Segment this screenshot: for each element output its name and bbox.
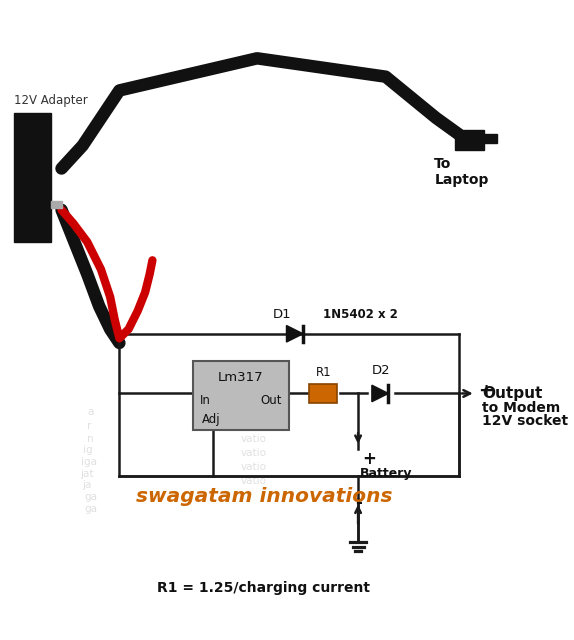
Text: -: -	[355, 495, 362, 513]
Bar	[455, 130, 484, 150]
Text: vatio: vatio	[241, 476, 266, 486]
Text: vatio: vatio	[241, 420, 266, 431]
Text: jat: jat	[80, 469, 94, 479]
Text: a: a	[87, 407, 94, 417]
Text: vatio: vatio	[241, 448, 266, 458]
Text: R1: R1	[315, 366, 331, 379]
Text: r: r	[87, 420, 92, 431]
Text: 1N5402 x 2: 1N5402 x 2	[323, 308, 398, 321]
Text: Adj: Adj	[202, 413, 220, 426]
Text: D2: D2	[372, 364, 390, 377]
Text: n: n	[87, 435, 94, 444]
Polygon shape	[286, 326, 303, 342]
Text: atio: atio	[241, 407, 261, 417]
Text: ja: ja	[83, 480, 92, 490]
Bar	[309, 384, 337, 403]
Text: ga: ga	[84, 504, 98, 514]
Text: 12V socket: 12V socket	[482, 413, 568, 428]
Text: iga: iga	[81, 458, 97, 467]
Text: To
Laptop: To Laptop	[435, 157, 488, 187]
Text: to Modem: to Modem	[482, 401, 560, 415]
Text: +: +	[363, 451, 377, 468]
Bar	[14, 113, 51, 242]
Bar	[193, 362, 289, 430]
Text: Battery: Battery	[360, 467, 413, 480]
Text: Lm317: Lm317	[218, 371, 264, 383]
Bar	[484, 134, 497, 143]
Text: Out: Out	[261, 394, 282, 407]
Text: vatio: vatio	[241, 435, 266, 444]
Bar	[51, 200, 61, 208]
Text: ig: ig	[83, 445, 92, 456]
Text: D1: D1	[273, 308, 291, 321]
Text: ga: ga	[84, 492, 98, 502]
Text: Output: Output	[482, 386, 542, 401]
Text: R1 = 1.25/charging current: R1 = 1.25/charging current	[157, 581, 370, 595]
Text: +: +	[478, 383, 494, 401]
Text: swagatam innovations: swagatam innovations	[136, 487, 393, 506]
Polygon shape	[372, 385, 389, 402]
Text: vatio: vatio	[241, 462, 266, 472]
Text: 12V Adapter: 12V Adapter	[14, 94, 87, 107]
Text: In: In	[200, 394, 211, 407]
